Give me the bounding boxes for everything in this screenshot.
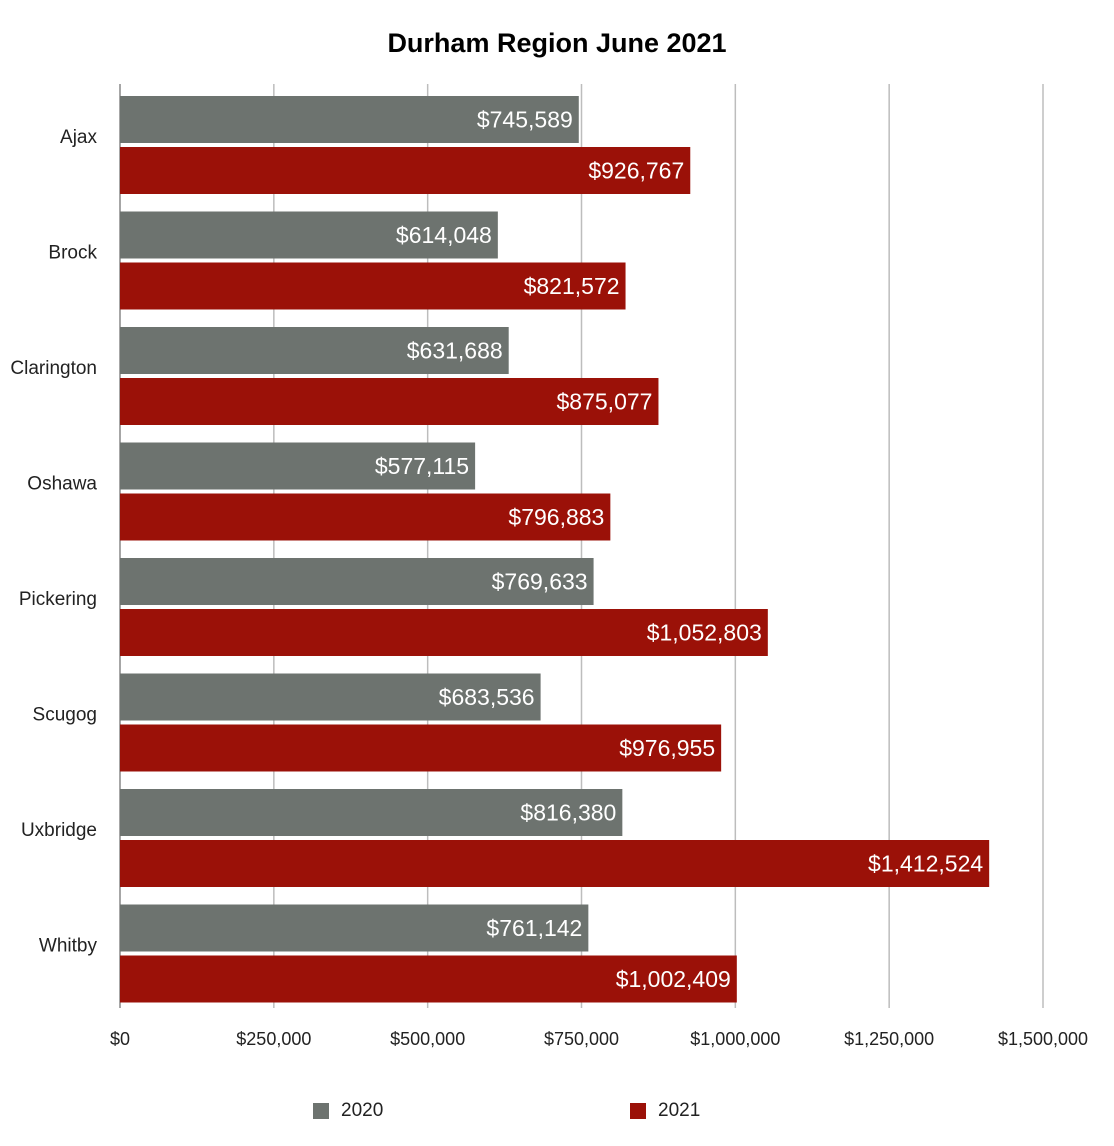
data-label: $1,412,524	[868, 851, 983, 877]
data-label: $614,048	[396, 222, 492, 248]
legend-item-2021: 2021	[630, 1100, 700, 1122]
category-label: Oshawa	[27, 473, 97, 494]
x-tick-label: $250,000	[236, 1029, 311, 1049]
x-tick-label: $1,500,000	[998, 1029, 1088, 1049]
x-tick-label: $500,000	[390, 1029, 465, 1049]
category-label: Scugog	[33, 704, 97, 725]
data-label: $821,572	[524, 273, 620, 299]
bar-2021-clarington	[120, 378, 659, 425]
bar-2020-oshawa	[120, 442, 476, 490]
legend-swatch-2021	[630, 1103, 646, 1119]
chart-title: Durham Region June 2021	[387, 28, 727, 58]
data-label: $631,688	[407, 338, 503, 364]
data-label: $1,052,803	[647, 620, 762, 646]
category-label: Clarington	[10, 358, 97, 379]
bar-2021-uxbridge	[120, 840, 990, 887]
category-label: Uxbridge	[21, 820, 97, 841]
legend-label-2020: 2020	[341, 1100, 384, 1121]
data-label: $745,589	[477, 107, 573, 133]
bar-2020-uxbridge	[120, 789, 623, 836]
category-label: Pickering	[19, 589, 97, 610]
data-label: $926,767	[588, 158, 684, 184]
data-label: $769,633	[492, 569, 588, 595]
x-tick-label: $1,000,000	[690, 1029, 780, 1049]
bar-2020-whitby	[120, 904, 589, 952]
bar-2021-brock	[120, 262, 626, 310]
bar-2021-pickering	[120, 609, 768, 656]
data-label: $577,115	[375, 453, 469, 479]
bar-2020-clarington	[120, 327, 509, 374]
data-label: $976,955	[619, 735, 715, 761]
category-label: Brock	[48, 242, 97, 263]
bar-2020-pickering	[120, 558, 594, 605]
bar-2020-scugog	[120, 673, 541, 721]
x-tick-label: $1,250,000	[844, 1029, 934, 1049]
data-label: $683,536	[439, 684, 535, 710]
bar-2021-scugog	[120, 724, 722, 772]
bar-2021-whitby	[120, 955, 737, 1003]
legend-label-2021: 2021	[658, 1100, 701, 1121]
bar-2021-ajax	[120, 147, 691, 194]
legend-item-2020: 2020	[313, 1100, 383, 1122]
category-label: Ajax	[60, 127, 97, 148]
x-tick-label: $0	[110, 1029, 130, 1049]
x-tick-label: $750,000	[544, 1029, 619, 1049]
bar-2020-ajax	[120, 96, 579, 143]
data-label: $875,077	[557, 389, 653, 415]
bar-2021-oshawa	[120, 493, 611, 541]
category-label: Whitby	[39, 935, 98, 956]
data-label: $796,883	[508, 504, 604, 530]
data-label: $1,002,409	[616, 966, 731, 992]
legend-swatch-2020	[313, 1103, 329, 1119]
data-label: $816,380	[520, 800, 616, 826]
bar-2020-brock	[120, 211, 498, 259]
data-label: $761,142	[486, 915, 582, 941]
